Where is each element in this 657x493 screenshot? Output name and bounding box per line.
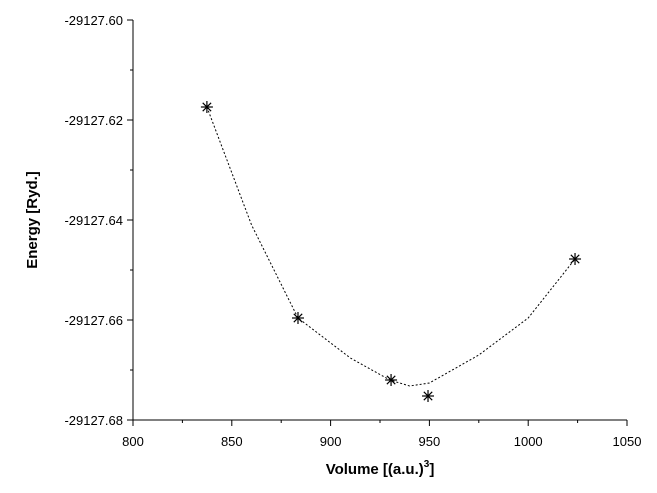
data-point	[422, 390, 435, 402]
x-tick-label: 950	[419, 434, 441, 449]
x-label-end: ]	[429, 461, 434, 478]
data-point	[291, 312, 304, 324]
x-tick-label: 800	[122, 434, 144, 449]
marker-stroke	[423, 391, 433, 401]
fit-line	[206, 106, 576, 387]
x-tick-label: 850	[221, 434, 243, 449]
x-tick-label: 1000	[514, 434, 543, 449]
data-point	[569, 253, 582, 265]
marker-stroke	[570, 254, 580, 264]
data-point	[385, 374, 398, 386]
x-axis-label: Volume [(a.u.)3]	[326, 459, 435, 478]
marker-stroke	[386, 375, 396, 385]
marker-stroke	[293, 313, 303, 323]
y-tick-label: -29127.60	[64, 13, 123, 28]
y-tick-label: -29127.66	[64, 313, 123, 328]
y-tick-label: -29127.62	[64, 113, 123, 128]
x-label-main: Volume [(a.u.)	[326, 461, 424, 478]
y-tick-label: -29127.64	[64, 213, 123, 228]
x-label-sup: 3	[424, 459, 430, 470]
y-axis-label: Energy [Ryd.]	[24, 171, 41, 269]
y-tick-label: -29127.68	[64, 413, 123, 428]
x-tick-label: 1050	[613, 434, 642, 449]
x-tick-label: 900	[320, 434, 342, 449]
